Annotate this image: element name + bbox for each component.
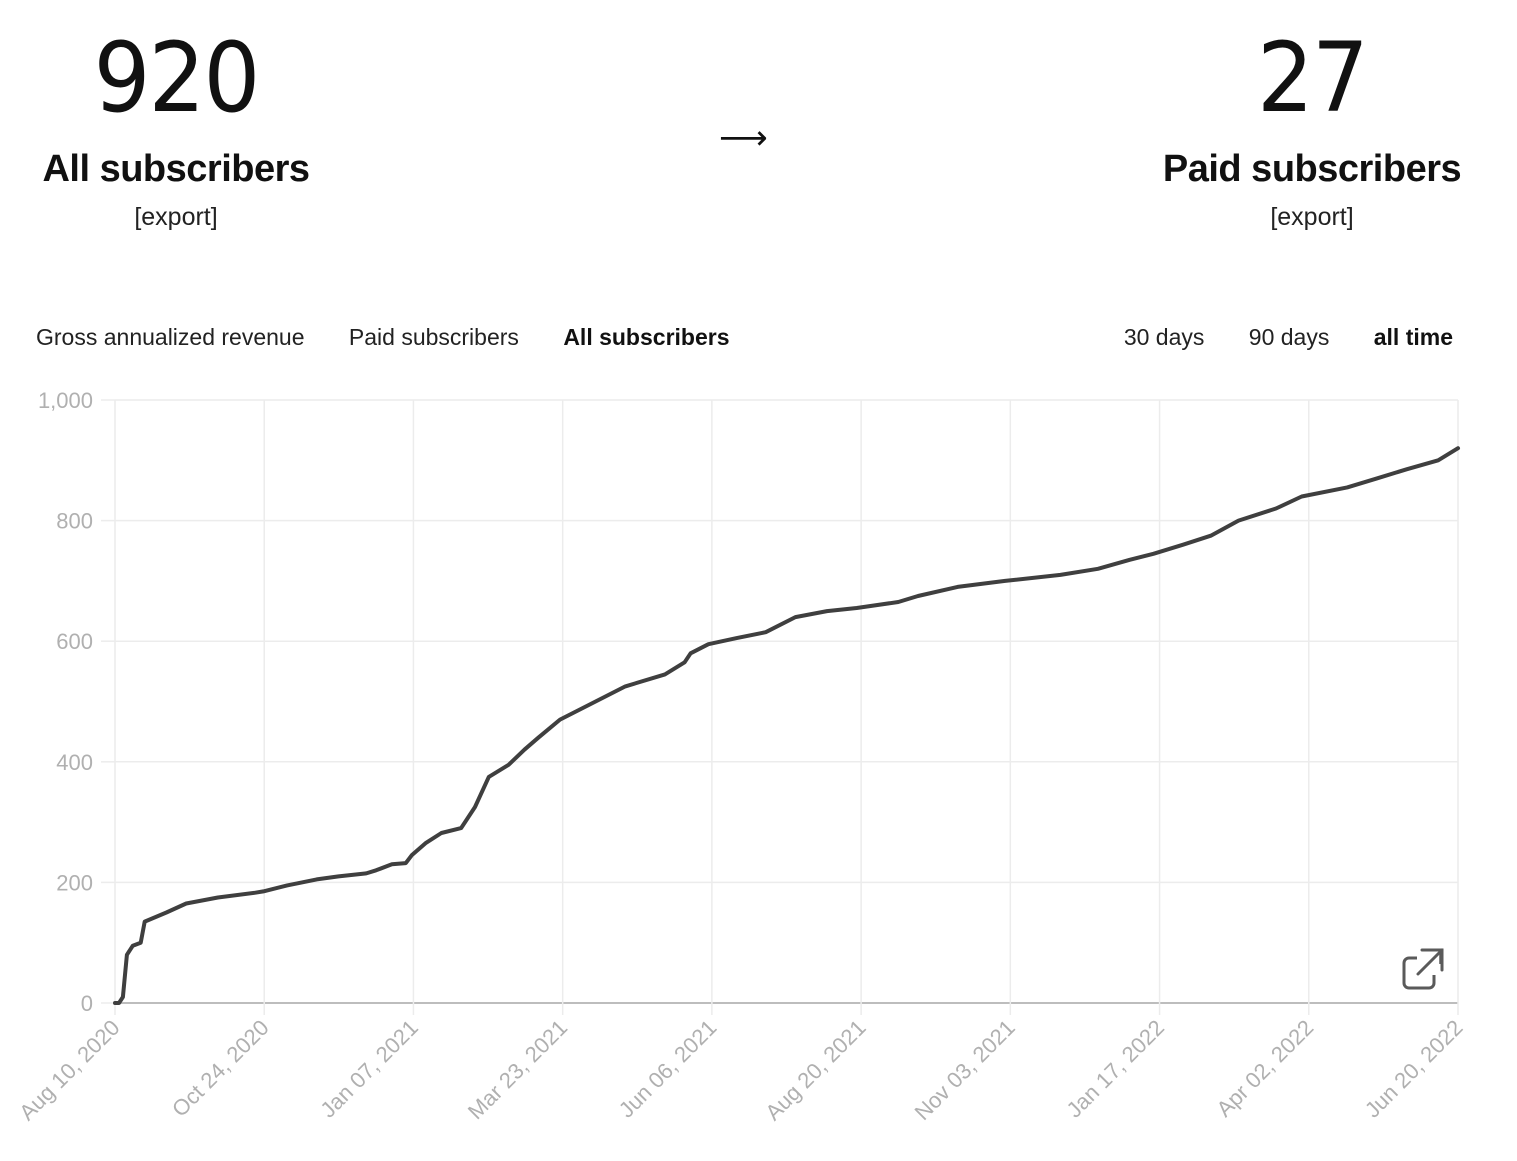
x-axis-ticks: Aug 10, 2020 Oct 24, 2020 Jan 07, 2021 Mar … bbox=[14, 1015, 1467, 1125]
paid-subscribers-label: Paid subscribers bbox=[1162, 148, 1462, 190]
all-subscribers-label: All subscribers bbox=[42, 148, 310, 190]
y-tick-label: 800 bbox=[56, 509, 93, 534]
arrow-right-icon: ⟶ bbox=[719, 119, 768, 157]
x-tick-label: Nov 03, 2021 bbox=[910, 1015, 1020, 1125]
all-subscribers-stat: 920 All subscribers [export] bbox=[36, 30, 316, 232]
export-all-subscribers-link[interactable]: [export] bbox=[134, 203, 218, 231]
paid-subscribers-count: 27 bbox=[1257, 22, 1369, 134]
chart-series bbox=[113, 446, 1460, 1005]
external-link-icon[interactable] bbox=[1400, 946, 1446, 992]
tab-paid-subscribers[interactable]: Paid subscribers bbox=[348, 324, 519, 350]
x-tick-label: Jan 07, 2021 bbox=[315, 1015, 423, 1123]
range-30-days[interactable]: 30 days bbox=[1123, 324, 1205, 350]
range-90-days[interactable]: 90 days bbox=[1248, 324, 1330, 350]
x-tick-label: Jun 06, 2021 bbox=[614, 1015, 722, 1123]
x-tick-label: Apr 02, 2022 bbox=[1212, 1015, 1319, 1122]
y-tick-label: 400 bbox=[56, 750, 93, 775]
chart-grid bbox=[101, 399, 1459, 1015]
all-subscribers-count: 920 bbox=[93, 22, 261, 134]
x-tick-label: Mar 23, 2021 bbox=[463, 1015, 572, 1124]
export-paid-subscribers-link[interactable]: [export] bbox=[1270, 203, 1354, 231]
tab-gross-annualized-revenue[interactable]: Gross annualized revenue bbox=[36, 324, 305, 350]
y-axis-ticks: 0 200 400 600 800 1,000 bbox=[38, 388, 93, 1016]
x-tick-label: Aug 20, 2021 bbox=[760, 1015, 870, 1125]
y-tick-label: 0 bbox=[81, 991, 93, 1016]
x-tick-label: Jan 17, 2022 bbox=[1061, 1015, 1169, 1123]
y-tick-label: 600 bbox=[56, 629, 93, 654]
y-tick-label: 1,000 bbox=[38, 388, 93, 413]
range-tabs: 30 days 90 days all time bbox=[1086, 324, 1453, 351]
paid-subscribers-stat: 27 Paid subscribers [export] bbox=[1152, 30, 1472, 232]
subscribers-line-chart: 0 200 400 600 800 1,000 Aug 10, 2020 Oct 24, 2… bbox=[14, 388, 1467, 1125]
metric-tabs: Gross annualized revenue Paid subscriber… bbox=[36, 324, 768, 351]
y-tick-label: 200 bbox=[56, 870, 93, 895]
range-all-time[interactable]: all time bbox=[1373, 324, 1453, 350]
series-line-all-subscribers bbox=[113, 446, 1460, 1005]
x-tick-label: Jun 20, 2022 bbox=[1360, 1015, 1468, 1123]
tab-all-subscribers[interactable]: All subscribers bbox=[563, 324, 730, 350]
x-tick-label: Oct 24, 2020 bbox=[167, 1015, 274, 1122]
x-tick-label: Aug 10, 2020 bbox=[14, 1015, 124, 1125]
